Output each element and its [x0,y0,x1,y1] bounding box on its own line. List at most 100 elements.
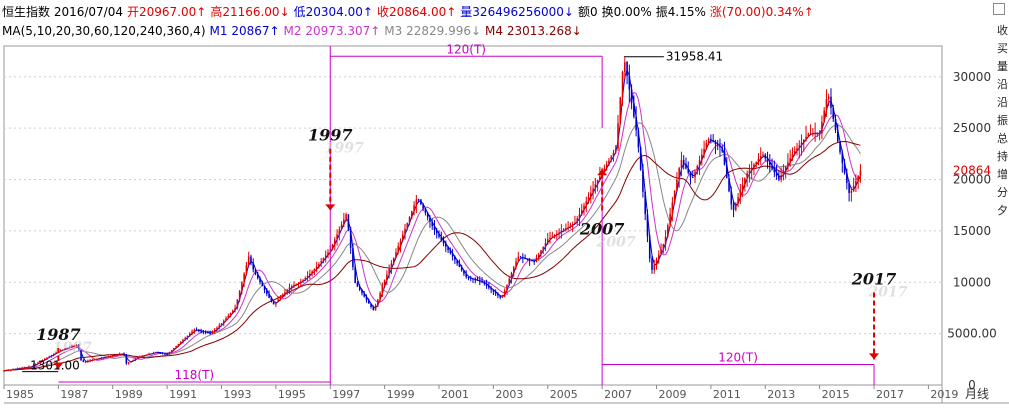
candle-body [272,301,275,305]
candle-body [259,278,261,283]
candle-body [91,359,94,361]
candle-body [676,179,678,191]
candle-body [73,345,76,347]
candle-body [202,331,205,333]
candle-body [759,156,762,159]
side-label-5: 振 [997,114,1008,127]
candle-body [467,277,470,279]
candle-body [846,172,848,183]
candle-body [757,159,760,162]
candle-body [243,273,245,283]
candle-body [408,216,411,223]
candle-body [524,258,526,260]
x-tick-label: 2003 [495,388,523,401]
candle-body [562,229,565,231]
year-annotation-shadow-2007: 2007 [596,234,636,250]
candle-body [603,168,606,173]
ohlc-field-4: 收20864.00↑ [376,5,457,19]
year-annotation-shadow-1987: 1987 [53,340,92,356]
candle-body [716,143,719,146]
candle-body [701,154,703,161]
candle-body [481,281,483,283]
candle-body [682,159,685,165]
candle-body [719,145,721,148]
candle-body [617,123,619,149]
candle-body [651,258,653,270]
candle-body [77,344,80,351]
candle-body [211,331,214,334]
annotation-arrowhead-2017 [869,353,880,360]
candle-body [630,89,633,104]
candle-body [12,369,14,371]
year-annotation-shadow-1997: 1997 [325,141,364,157]
candle-body [671,202,674,214]
ohlc-field-7: 换0.00% [601,5,652,19]
candle-body [544,242,547,247]
candle-body [812,133,814,135]
candle-body [59,350,62,352]
candle-body [62,349,64,351]
candle-body [610,156,613,161]
candle-body [184,337,187,340]
candle-body [855,180,857,186]
candle-body [247,256,250,266]
candle-body [143,355,146,357]
side-label-4: 沿 [997,96,1008,109]
candle-body [279,297,282,300]
candle-body [517,256,520,262]
candle-body [105,356,107,358]
candle-body [802,139,805,143]
candle-body [818,133,821,135]
candle-body [528,259,531,261]
candle-body [710,138,712,141]
candle-body [494,291,497,294]
candle-body [281,294,284,298]
candle-body [218,325,221,328]
candle-body [843,162,846,173]
candle-body [411,211,413,217]
candle-body [118,354,121,356]
candle-body [515,261,517,268]
x-tick-label: 1987 [60,388,88,401]
candle-body [784,166,787,171]
candle-body [300,281,302,283]
candle-body [288,287,291,290]
candle-body [216,327,218,330]
candle-body [508,278,511,285]
candle-body [161,352,164,354]
candle-body [5,370,8,372]
x-tick-label: 2009 [659,388,687,401]
candle-body [769,161,771,166]
ma-line-M4 [3,140,861,372]
candle-body [852,185,855,191]
candle-body [399,240,402,247]
candle-body [771,165,773,169]
candle-body [755,161,758,165]
candle-body [286,289,289,293]
candle-body [458,263,461,267]
candle-body [401,234,404,241]
ohlc-field-6: 额0 [577,5,598,19]
candle-body [741,184,744,191]
panel-toggle-icon[interactable] [993,3,1005,15]
candle-body [438,233,440,237]
candle-body [465,273,468,278]
candle-body [680,159,683,169]
x-tick-label: 1999 [387,388,415,401]
side-label-9: 分 [997,186,1008,199]
candle-body [449,249,452,254]
candle-body [503,290,506,297]
candle-body [646,214,649,237]
candle-body [460,266,463,271]
interval-label-1: 120(T) [718,350,758,364]
candle-body [245,265,248,274]
candle-body [136,357,139,359]
candle-body [578,214,581,219]
candle-body [694,171,696,178]
candle-body [55,352,57,354]
candle-body [327,252,329,256]
candle-body [474,279,477,281]
candle-body [275,301,277,305]
candle-body [648,236,651,259]
